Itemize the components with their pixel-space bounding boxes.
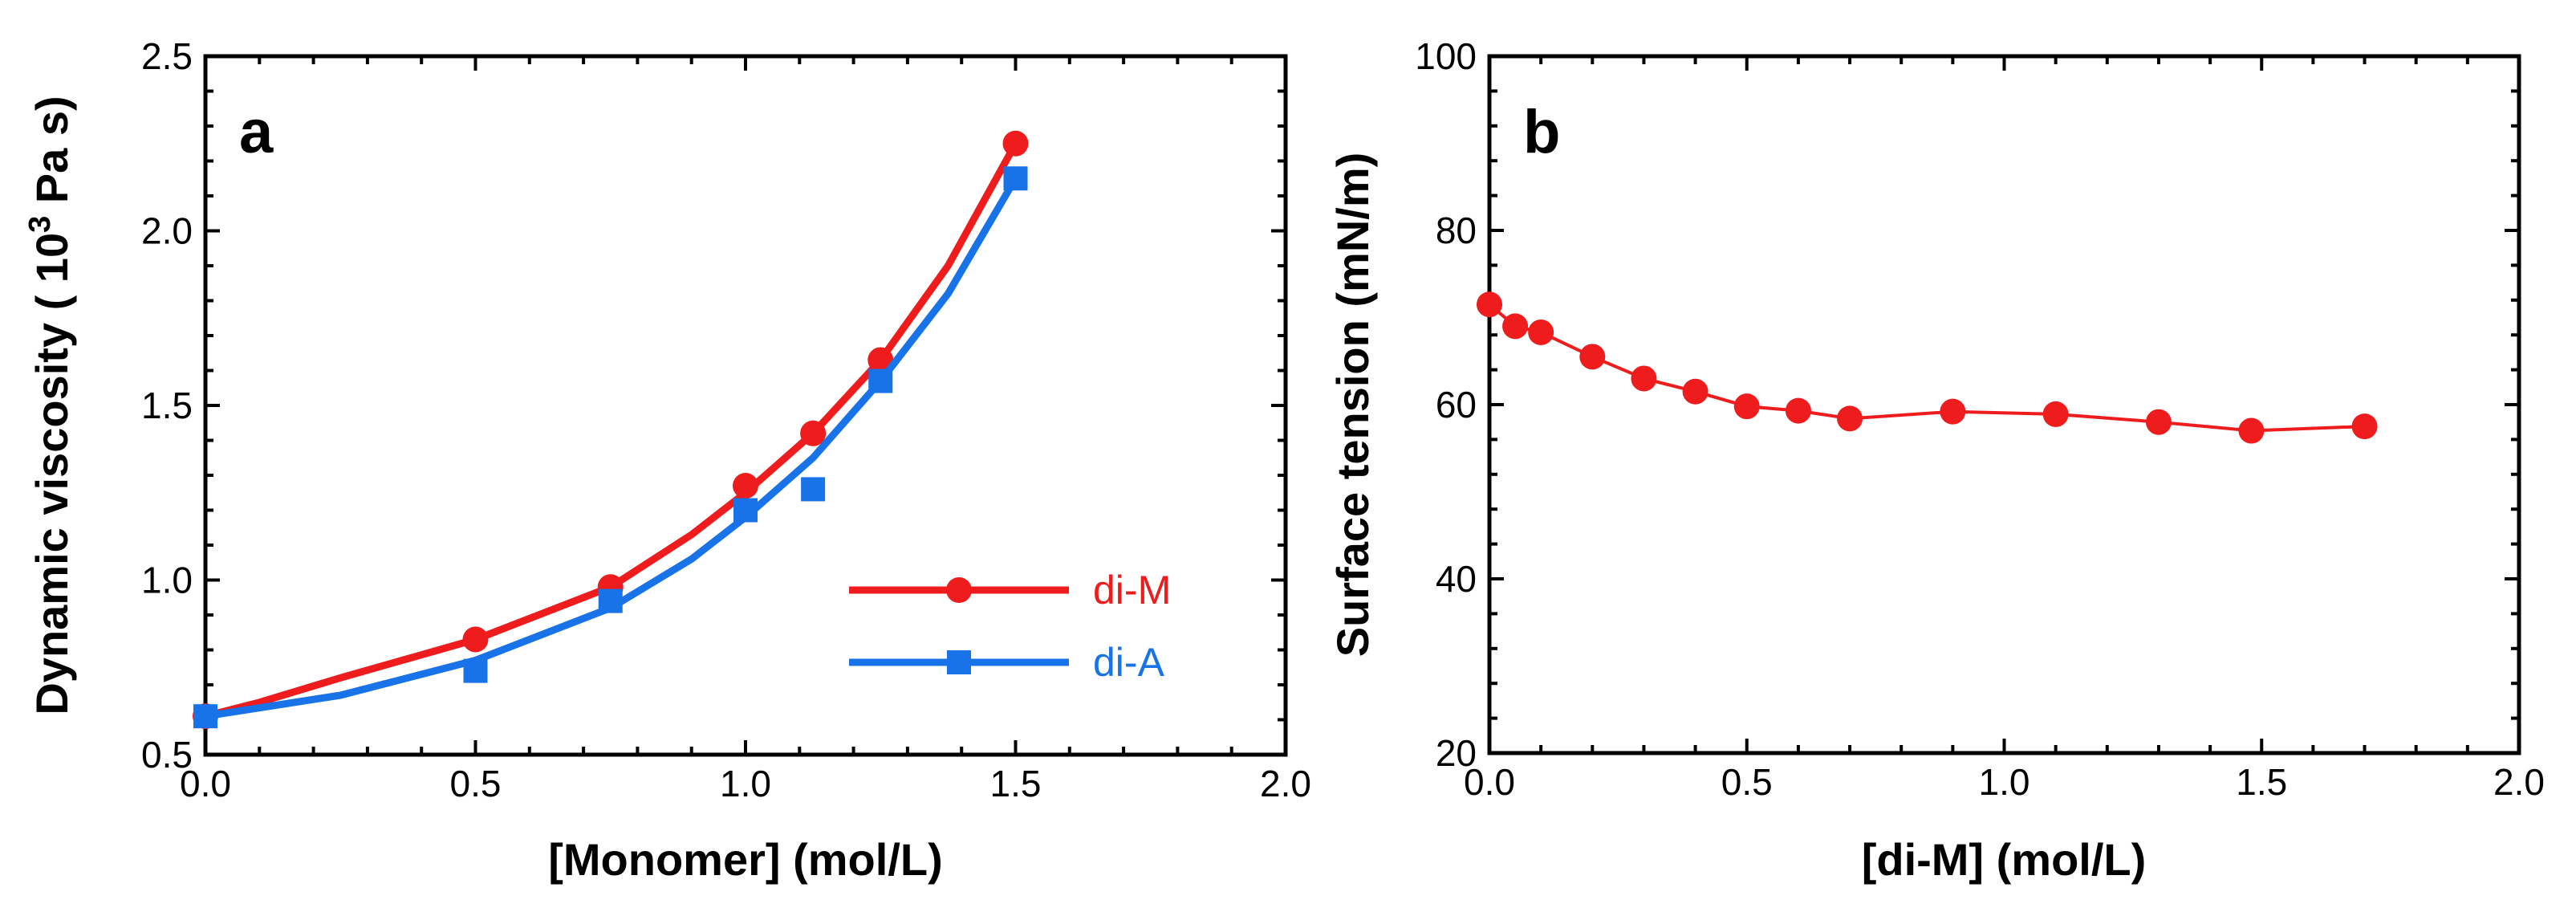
x-tick-label: 0.0 [1464,761,1515,803]
y-tick-label: 1.5 [141,385,193,426]
x-tick-label: 1.0 [720,763,771,804]
x-tick-label: 1.5 [990,763,1042,804]
x-tick-label: 1.0 [1979,761,2030,803]
panel-b-y-tick-labels: 20 40 60 80 100 [1415,35,1477,774]
data-point-di-M [1785,397,1811,424]
data-point-di-M [2238,417,2265,444]
x-tick-label: 0.0 [180,763,231,804]
panel-b-x-tick-labels: 0.0 0.5 1.0 1.5 2.0 [1464,761,2545,803]
y-tick-label: 20 [1436,732,1477,774]
series-di-M [1477,291,2378,444]
panel-a-x-axis-label: [Monomer] (mol/L) [548,834,942,885]
data-point-di-A [868,368,893,393]
data-point-di-M [733,473,758,499]
data-point-di-M [1477,291,1502,318]
y-label-main: Dynamic viscosity ( 10 [26,233,77,715]
panel-b-plot-frame [1487,54,2521,755]
legend-label-di-A: di-A [1093,640,1165,685]
series-di-A [193,166,1028,729]
panel-a-y-axis-label: Dynamic viscosity ( 103 Pa s) [23,96,77,715]
data-point-di-M [1837,405,1863,432]
data-point-di-M [1502,313,1529,340]
y-label-tail: Pa s) [26,96,77,215]
y-tick-label: 100 [1415,35,1477,77]
data-point-di-A [733,498,758,523]
data-point-di-M [2042,401,2069,427]
panel-b-surface-tension-chart: 0.0 0.5 1.0 1.5 2.0 20 40 60 80 100 b [di-M] (mo… [1327,35,2545,885]
panel-b-letter: b [1523,98,1560,166]
x-tick-label: 2.0 [1260,763,1311,804]
series-line-di-A [205,177,1019,720]
panel-a-viscosity-chart: 0.0 0.5 1.0 1.5 2.0 0.51.01.52.02.5 a [Monom… [23,35,1311,885]
data-point-di-M [2145,409,2172,435]
y-tick-label: 1.0 [141,560,193,601]
panel-a-series [193,130,1029,730]
legend-marker-di-A [947,650,971,674]
y-tick-label: 0.5 [141,734,193,776]
legend-label-di-M: di-M [1093,568,1171,613]
x-tick-label: 2.0 [2493,761,2545,803]
y-tick-label: 2.0 [141,210,193,252]
series-di-M [193,130,1029,730]
data-point-di-M [1528,319,1554,345]
data-point-di-M [1579,344,1606,370]
y-label-superscript: 3 [23,216,57,233]
data-point-di-M [1940,398,1966,425]
y-tick-label: 60 [1436,384,1477,425]
data-point-di-M [867,347,894,373]
panel-b-series [1477,291,2378,444]
panel-a-y-tick-labels: 0.5 1.0 1.5 2.0 2.5 [141,35,193,776]
data-point-di-M [1733,393,1760,420]
panel-a-ticks [204,55,1287,756]
x-tick-label: 0.5 [450,763,502,804]
y-tick-label: 2.5 [141,35,193,77]
panel-b-y-axis-label: Surface tension (mN/m) [1327,153,1378,658]
data-point-di-A [463,658,488,683]
series-line-di-M [204,141,1019,720]
data-point-di-A [193,704,217,729]
data-point-di-M [1002,130,1029,157]
x-tick-label: 0.5 [1721,761,1773,803]
y-tick-label: 40 [1436,558,1477,600]
data-point-di-M [462,626,489,653]
series-line-di-M [1488,303,2365,433]
panel-b-x-axis-label: [di-M] (mol/L) [1862,834,2147,885]
data-point-di-A [801,477,826,502]
data-point-di-A [1003,166,1028,191]
data-point-di-M [2351,413,2378,440]
data-point-di-M [1682,378,1709,405]
x-tick-label: 1.5 [2236,761,2287,803]
panel-a-x-tick-labels: 0.0 0.5 1.0 1.5 2.0 [180,763,1311,804]
panel-b-ticks [1488,55,2521,755]
data-point-di-M [800,420,827,446]
data-point-di-A [598,588,623,613]
data-point-di-M [1631,365,1657,392]
panel-a-legend: di-M di-A [849,568,1171,685]
y-tick-label: 80 [1436,210,1477,251]
legend-marker-di-M [946,577,972,603]
panel-a-letter: a [239,98,274,166]
